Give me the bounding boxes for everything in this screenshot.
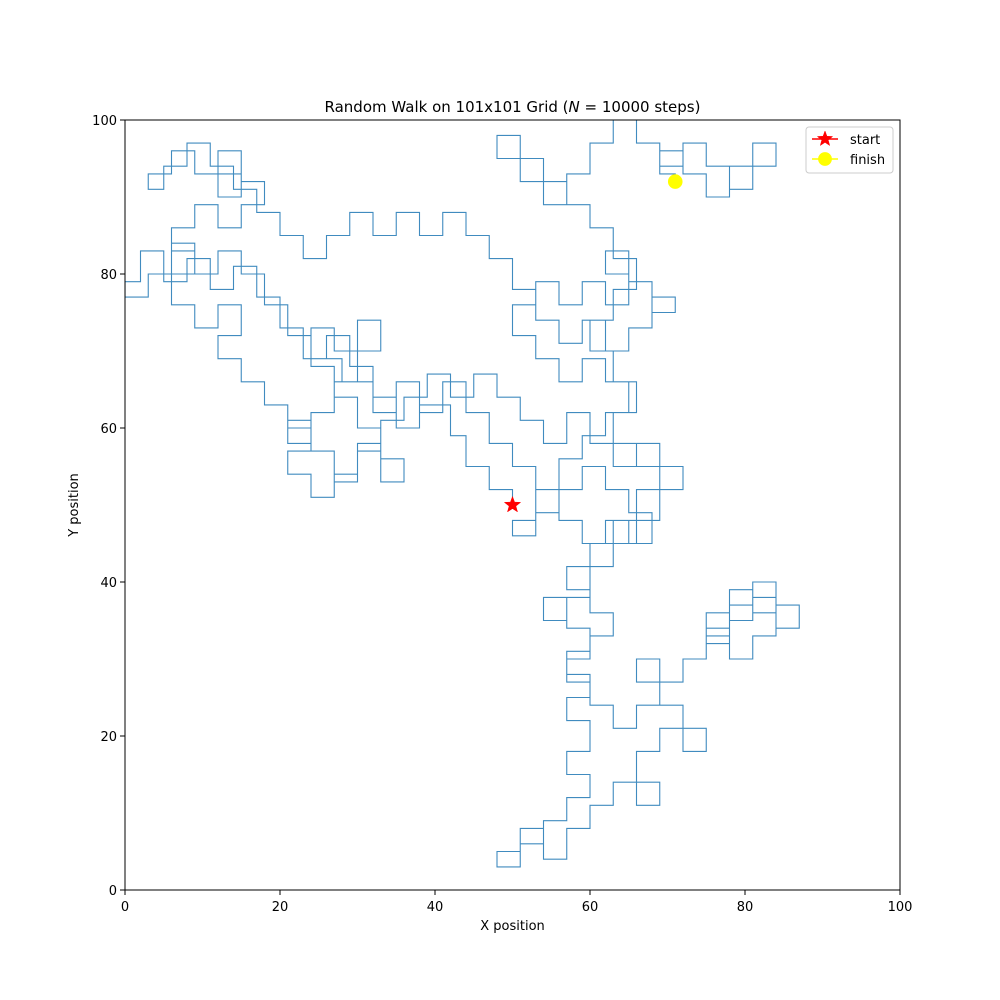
chart-title-var: N bbox=[569, 98, 580, 116]
x-axis-label: X position bbox=[480, 919, 545, 934]
series-walk bbox=[125, 120, 800, 868]
y-axis: 0 20 40 60 80 100 bbox=[92, 114, 125, 899]
chart-title-after: = 10000 steps) bbox=[580, 98, 701, 116]
y-tick-label: 20 bbox=[100, 730, 117, 745]
plot-area bbox=[124, 119, 901, 891]
y-tick-label: 0 bbox=[109, 884, 117, 899]
start-marker bbox=[503, 495, 522, 513]
legend-start-label: start bbox=[850, 133, 880, 148]
x-tick-label: 20 bbox=[272, 900, 289, 915]
legend-start-symbol bbox=[816, 130, 834, 147]
x-axis: 0 20 40 60 80 100 bbox=[121, 890, 913, 915]
walk-layer bbox=[125, 120, 800, 868]
legend: start finish bbox=[805, 126, 894, 174]
x-tick-label: 80 bbox=[737, 900, 754, 915]
legend-finish-label: finish bbox=[850, 153, 885, 168]
x-tick-label: 0 bbox=[121, 900, 129, 915]
markers-layer bbox=[503, 174, 683, 513]
finish-marker-legend bbox=[818, 152, 832, 166]
x-tick-label: 40 bbox=[427, 900, 444, 915]
plot-frame bbox=[124, 119, 901, 891]
chart-title-before: Random Walk on 101x101 Grid ( bbox=[325, 98, 569, 116]
y-tick-label: 60 bbox=[100, 422, 117, 437]
x-tick-label: 60 bbox=[582, 900, 599, 915]
chart-title: Random Walk on 101x101 Grid (N = 10000 s… bbox=[325, 98, 701, 116]
x-tick-label: 100 bbox=[888, 900, 913, 915]
start-marker-legend bbox=[816, 130, 834, 147]
y-axis-label: Y position bbox=[67, 473, 82, 538]
y-tick-label: 80 bbox=[100, 268, 117, 283]
legend-finish-symbol bbox=[818, 152, 832, 166]
y-tick-label: 100 bbox=[92, 114, 117, 129]
finish-marker bbox=[667, 174, 683, 189]
y-tick-label: 40 bbox=[100, 576, 117, 591]
